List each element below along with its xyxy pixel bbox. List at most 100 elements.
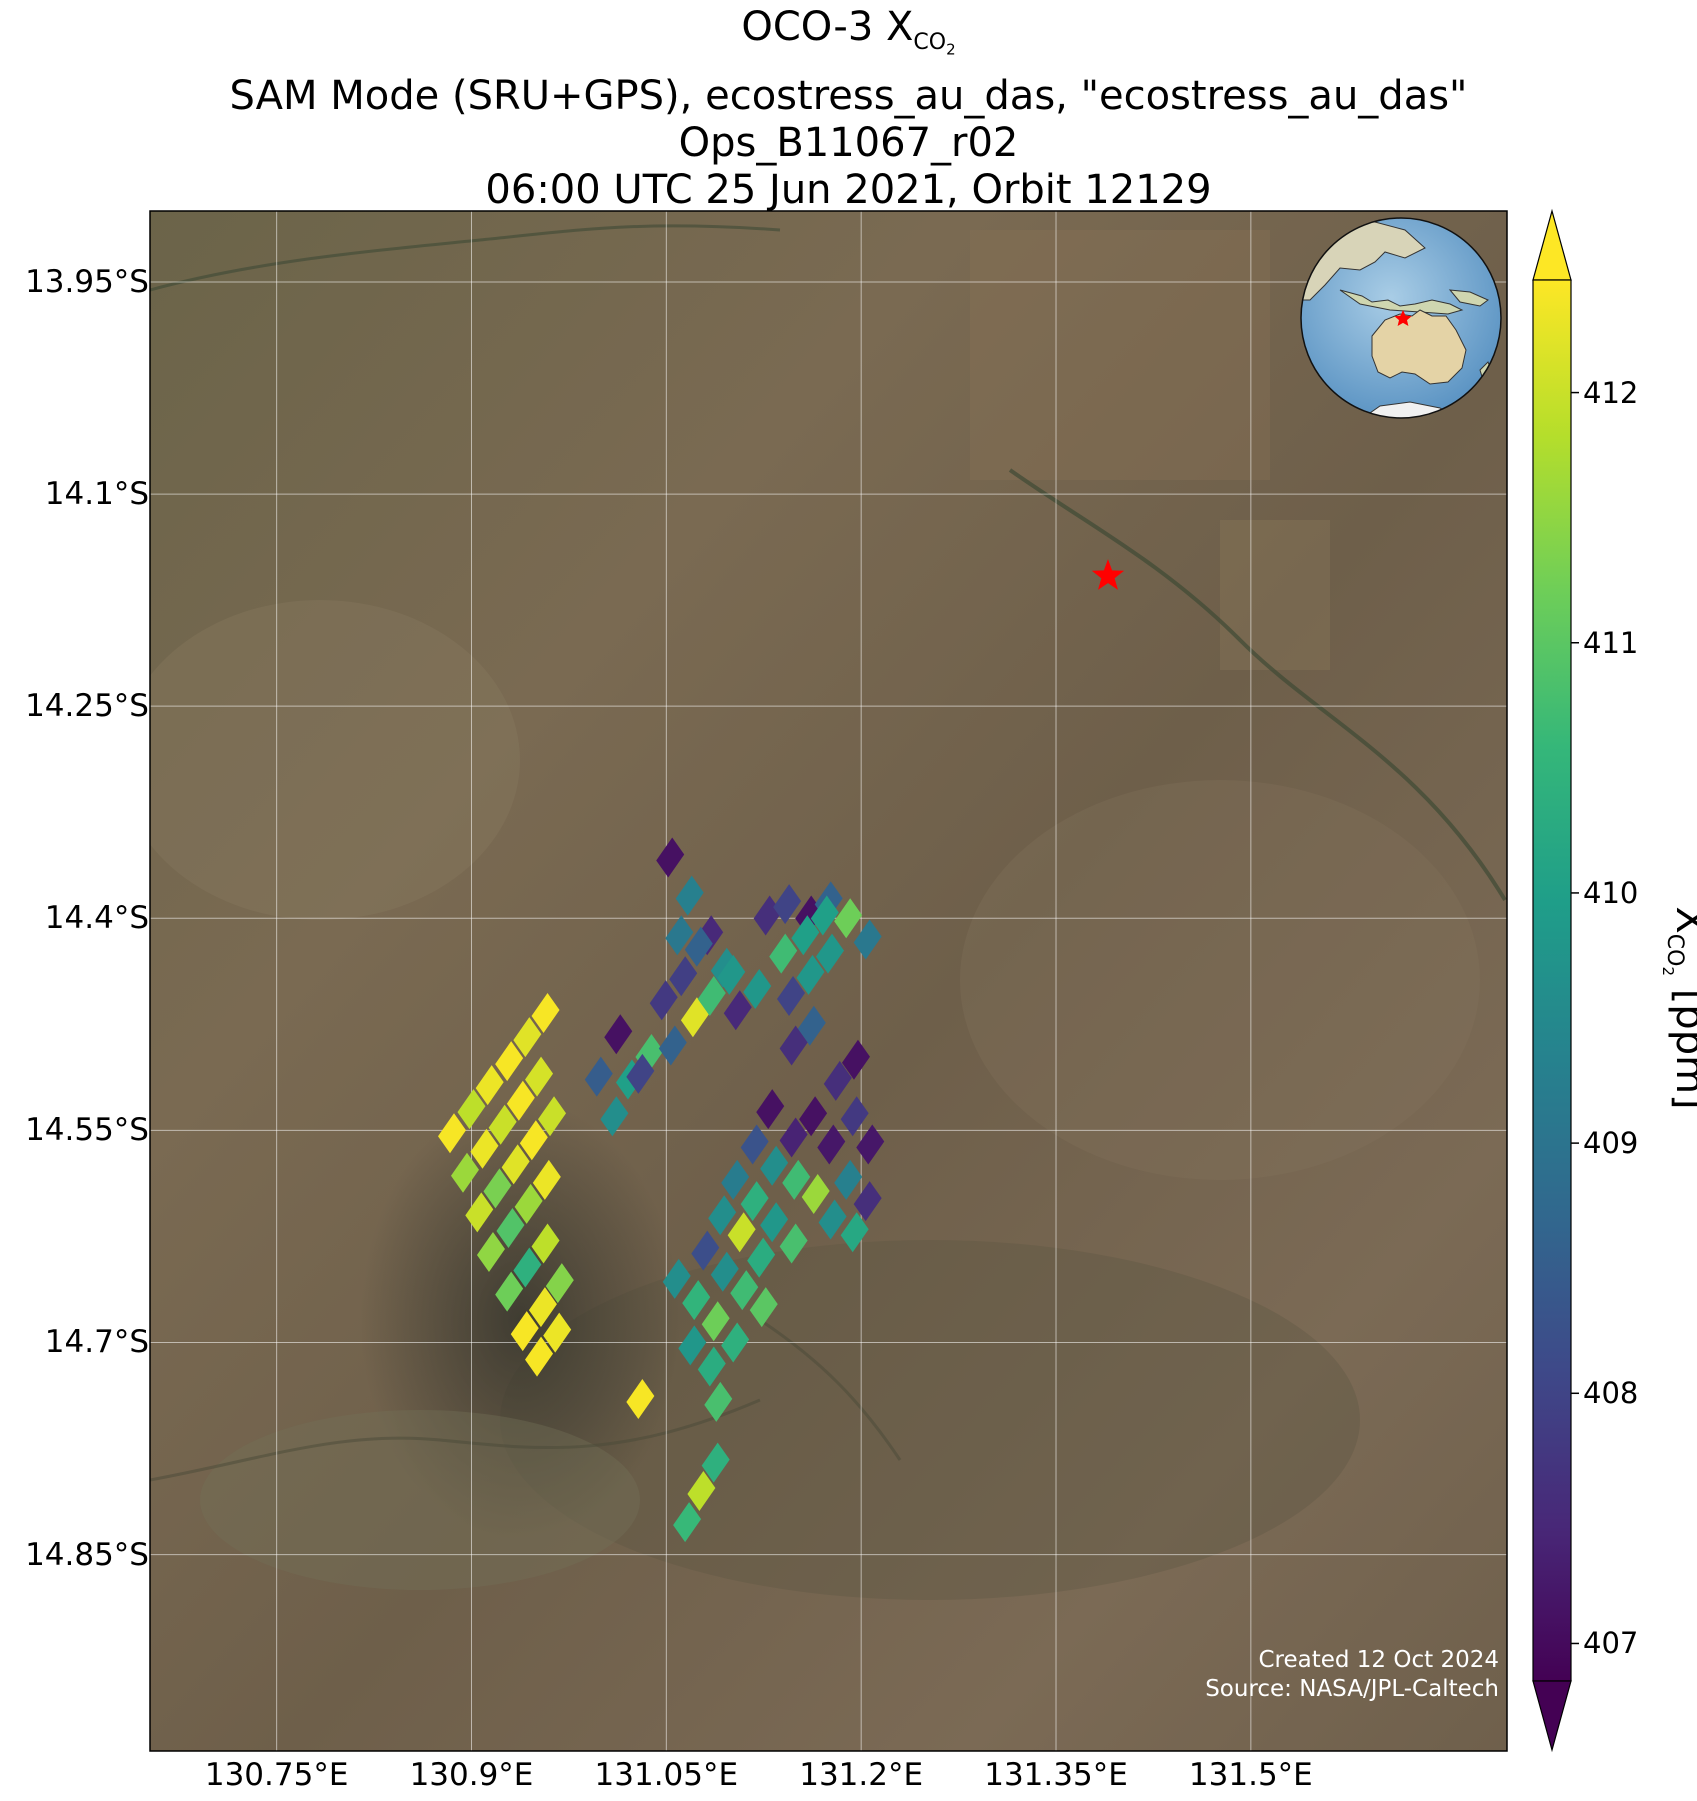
xco2-footprint [496,1207,525,1248]
inset-globe [1300,217,1502,419]
xco2-footprint [476,1231,505,1272]
xco2-footprint [853,1181,882,1222]
xco2-footprint [818,1199,847,1240]
basemap [150,211,1507,1751]
xco2-footprint [769,933,798,974]
xco2-footprint [717,954,746,995]
title-line-2: SAM Mode (SRU+GPS), ecostress_au_das, "e… [229,73,1468,120]
lat-tick-label: 14.4°S [44,900,149,937]
xco2-footprint [513,1247,542,1288]
xco2-footprint [450,1152,479,1193]
xco2-footprint [704,1381,733,1422]
xco2-footprint [543,1312,572,1353]
xco2-footprint [457,1089,486,1130]
xco2-footprint [740,1124,769,1165]
xco2-footprint [779,1117,808,1158]
globe-png-land [1448,289,1489,307]
xco2-footprint [678,1325,707,1366]
xco2-footprint [584,1056,613,1097]
colorbar-tick-label: 408 [1583,1376,1639,1411]
xco2-footprint [743,968,772,1009]
xco2-footprint [470,1128,499,1169]
xco2-footprint [815,933,844,974]
xco2-footprint [799,1096,828,1137]
xco2-footprint [797,1005,826,1046]
xco2-footprint [545,1263,574,1304]
target-star-marker [1091,559,1125,590]
xco2-footprint [721,1322,750,1363]
globe-australia-land [1371,309,1467,385]
xco2-footprint [495,1041,524,1082]
globe-indonesia-land [1339,289,1464,315]
xco2-footprint [656,837,685,878]
lat-tick-label: 14.1°S [44,476,149,513]
xco2-footprint [501,1144,530,1185]
credits: Created 12 Oct 2024 Source: NASA/JPL-Cal… [1205,1646,1499,1704]
xco2-footprint [528,1287,557,1328]
xco2-footprint [710,1251,739,1292]
xco2-footprint [531,993,560,1034]
colorbar [1532,208,1579,1753]
xco2-footprint [773,884,802,925]
xco2-footprint [488,1104,517,1145]
chart-title: OCO-3 XCO2 SAM Mode (SRU+GPS), ecostress… [0,4,1697,214]
xco2-footprint [779,1025,808,1066]
colorbar-tick-label: 410 [1583,875,1639,910]
xco2-footprint [777,976,806,1017]
xco2-footprint [626,1053,655,1094]
xco2-footprint [519,1120,548,1161]
map-frame [149,210,1508,1752]
xco2-footprint [475,1065,504,1106]
xco2-footprint [483,1168,512,1209]
xco2-footprint [810,895,839,936]
credit-created: Created 12 Oct 2024 [1258,1647,1499,1673]
colorbar-tick-label: 409 [1583,1126,1639,1161]
xco2-footprint [604,1014,633,1055]
xco2-footprint [675,875,704,916]
lon-tick-label: 131.05°E [594,1757,739,1793]
xco2-footprint [760,1145,789,1186]
title-line-3: Ops_B11067_r02 [678,120,1019,167]
xco2-footprint [658,1025,687,1066]
xco2-footprint [817,1124,846,1165]
xco2-footprint [749,1287,778,1328]
xco2-footprint [853,919,882,960]
xco2-footprint [465,1192,494,1233]
xco2-footprint [532,1159,561,1200]
colorbar-lower-extend [1532,1680,1572,1753]
colorbar-label: XCO2 [ppm] [1658,906,1697,1110]
xco2-footprint [740,1181,769,1222]
xco2-footprint [665,915,694,956]
xco2-footprint [682,1280,711,1321]
xco2-footprint [438,1113,467,1154]
xco2-footprint [791,915,820,956]
lon-tick-label: 131.35°E [984,1757,1128,1793]
xco2-footprint [801,1174,830,1215]
lon-tick-label: 130.75°E [204,1757,349,1793]
xco2-footprint [856,1124,885,1165]
xco2-footprint [708,1195,737,1236]
colorbar-tick-marks [1571,391,1579,1645]
xco2-footprint [684,926,713,967]
xco2-footprint [697,976,726,1017]
xco2-footprint [687,1470,716,1511]
xco2-footprint [721,1159,750,1200]
gridlines [150,211,1507,1751]
xco2-footprint [756,1089,785,1130]
xco2-footprint [525,1056,554,1097]
xco2-footprint [600,1096,629,1137]
xco2-footprint [626,1379,655,1420]
colorbar-tick-label: 407 [1583,1626,1639,1661]
title-line-4: 06:00 UTC 25 Jun 2021, Orbit 12129 [485,167,1212,214]
xco2-footprint [649,980,678,1021]
xco2-footprint [701,1442,730,1483]
lat-tick-label: 14.25°S [25,688,149,725]
xco2-footprints [438,837,885,1543]
xco2-footprint [673,1502,702,1543]
xco2-footprint [680,997,709,1038]
colorbar-tick-label: 412 [1583,375,1639,410]
xco2-footprint [760,1202,789,1243]
xco2-footprint [823,1060,852,1101]
lat-tick-label: 14.55°S [25,1112,149,1149]
xco2-footprint [669,956,698,997]
